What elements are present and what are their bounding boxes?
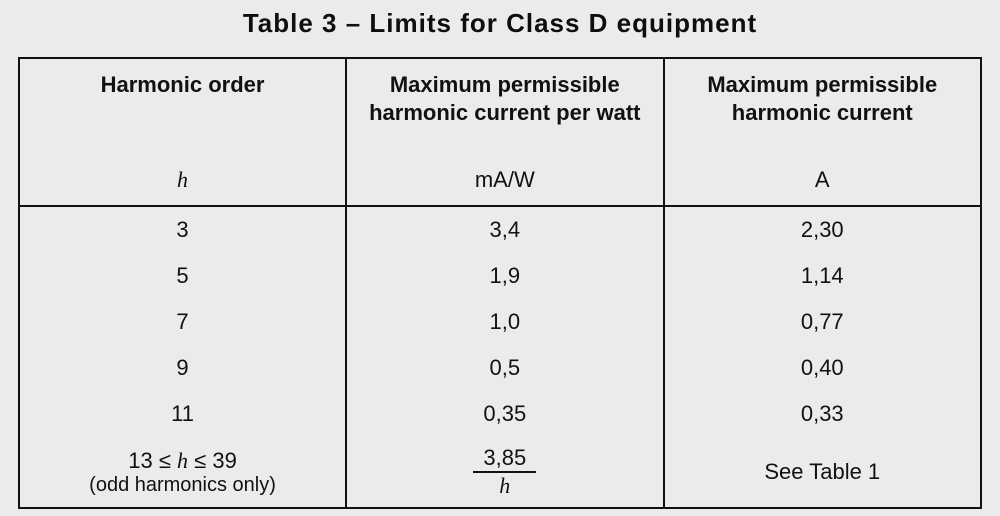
col-header-unit: h — [20, 165, 345, 205]
table-row: 11 0,35 0,33 — [19, 391, 981, 437]
cell-harmonic-order: 3 — [19, 206, 346, 253]
cell-max-current: 2,30 — [664, 206, 981, 253]
cell-harmonic-order: 11 — [19, 391, 346, 437]
cell-per-watt: 3,85h — [346, 437, 663, 508]
table-row: 5 1,9 1,14 — [19, 253, 981, 299]
cell-max-current: 0,40 — [664, 345, 981, 391]
limits-table: Harmonic order h Maximum permissible har… — [18, 57, 982, 509]
table-row: 3 3,4 2,30 — [19, 206, 981, 253]
cell-per-watt: 0,5 — [346, 345, 663, 391]
table-header-row: Harmonic order h Maximum permissible har… — [19, 58, 981, 205]
table-row: 9 0,5 0,40 — [19, 345, 981, 391]
table-row: 7 1,0 0,77 — [19, 299, 981, 345]
cell-max-current: See Table 1 — [664, 437, 981, 508]
cell-max-current: 1,14 — [664, 253, 981, 299]
col-header-max-current-per-watt: Maximum permissible harmonic current per… — [346, 58, 663, 205]
cell-max-current: 0,33 — [664, 391, 981, 437]
table-title: Table 3 – Limits for Class D equipment — [18, 8, 982, 39]
cell-harmonic-order: 7 — [19, 299, 346, 345]
col-header-unit: A — [665, 165, 980, 205]
cell-per-watt: 1,0 — [346, 299, 663, 345]
col-header-label: Maximum permissible harmonic current — [665, 59, 980, 165]
cell-harmonic-order: 13 ≤ h ≤ 39(odd harmonics only) — [19, 437, 346, 508]
cell-per-watt: 1,9 — [346, 253, 663, 299]
col-header-unit: mA/W — [347, 165, 662, 205]
col-header-max-current: Maximum permissible harmonic current A — [664, 58, 981, 205]
cell-per-watt: 0,35 — [346, 391, 663, 437]
cell-harmonic-order: 5 — [19, 253, 346, 299]
table-row: 13 ≤ h ≤ 39(odd harmonics only) 3,85h Se… — [19, 437, 981, 508]
cell-harmonic-order: 9 — [19, 345, 346, 391]
col-header-harmonic-order: Harmonic order h — [19, 58, 346, 205]
cell-max-current: 0,77 — [664, 299, 981, 345]
col-header-label: Maximum permissible harmonic current per… — [347, 59, 662, 165]
page: Table 3 – Limits for Class D equipment H… — [0, 0, 1000, 516]
cell-per-watt: 3,4 — [346, 206, 663, 253]
col-header-label: Harmonic order — [20, 59, 345, 165]
